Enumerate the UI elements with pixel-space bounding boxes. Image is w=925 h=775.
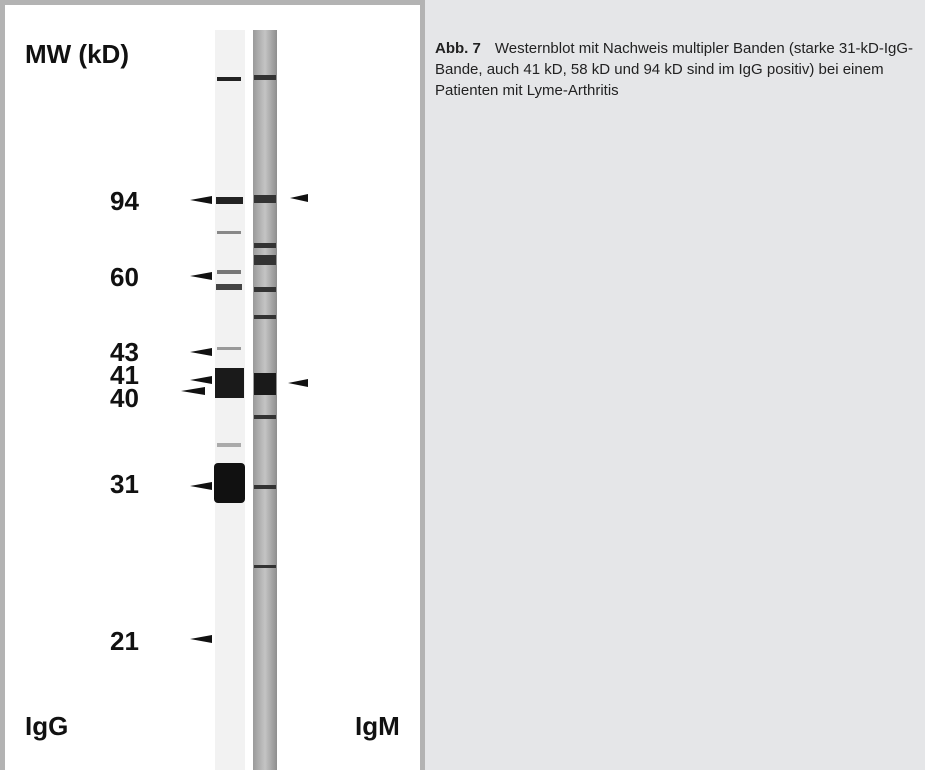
bands-igm [254, 75, 276, 568]
lane-label: IgG [25, 711, 68, 741]
caption-text: Westernblot mit Nachweis multipler Bande… [435, 40, 914, 99]
lane-igg [215, 30, 245, 770]
figure-panel: MW (kD) 94 60 43 41 40 31 21 IgG IgM [0, 0, 425, 770]
lane-igm [253, 30, 277, 770]
marker-label: 21 [110, 626, 139, 656]
western-blot: MW (kD) 94 60 43 41 40 31 21 IgG IgM [25, 30, 400, 770]
lane-label: IgM [355, 711, 400, 741]
caption-label: Abb. 7 [435, 40, 481, 57]
marker-label: 31 [110, 469, 139, 499]
marker-label: 40 [110, 383, 139, 413]
caption: Abb. 7 Westernblot mit Nachweis multipler… [425, 0, 925, 101]
arrows [181, 194, 308, 643]
bands-igg [214, 77, 245, 503]
marker-label: 41 [110, 360, 139, 390]
marker-label: 60 [110, 262, 139, 292]
axis-label: MW (kD) [25, 39, 129, 69]
marker-label: 94 [110, 186, 139, 216]
marker-label: 43 [110, 337, 139, 367]
caption-panel: Abb. 7 Westernblot mit Nachweis multipler… [425, 0, 925, 770]
